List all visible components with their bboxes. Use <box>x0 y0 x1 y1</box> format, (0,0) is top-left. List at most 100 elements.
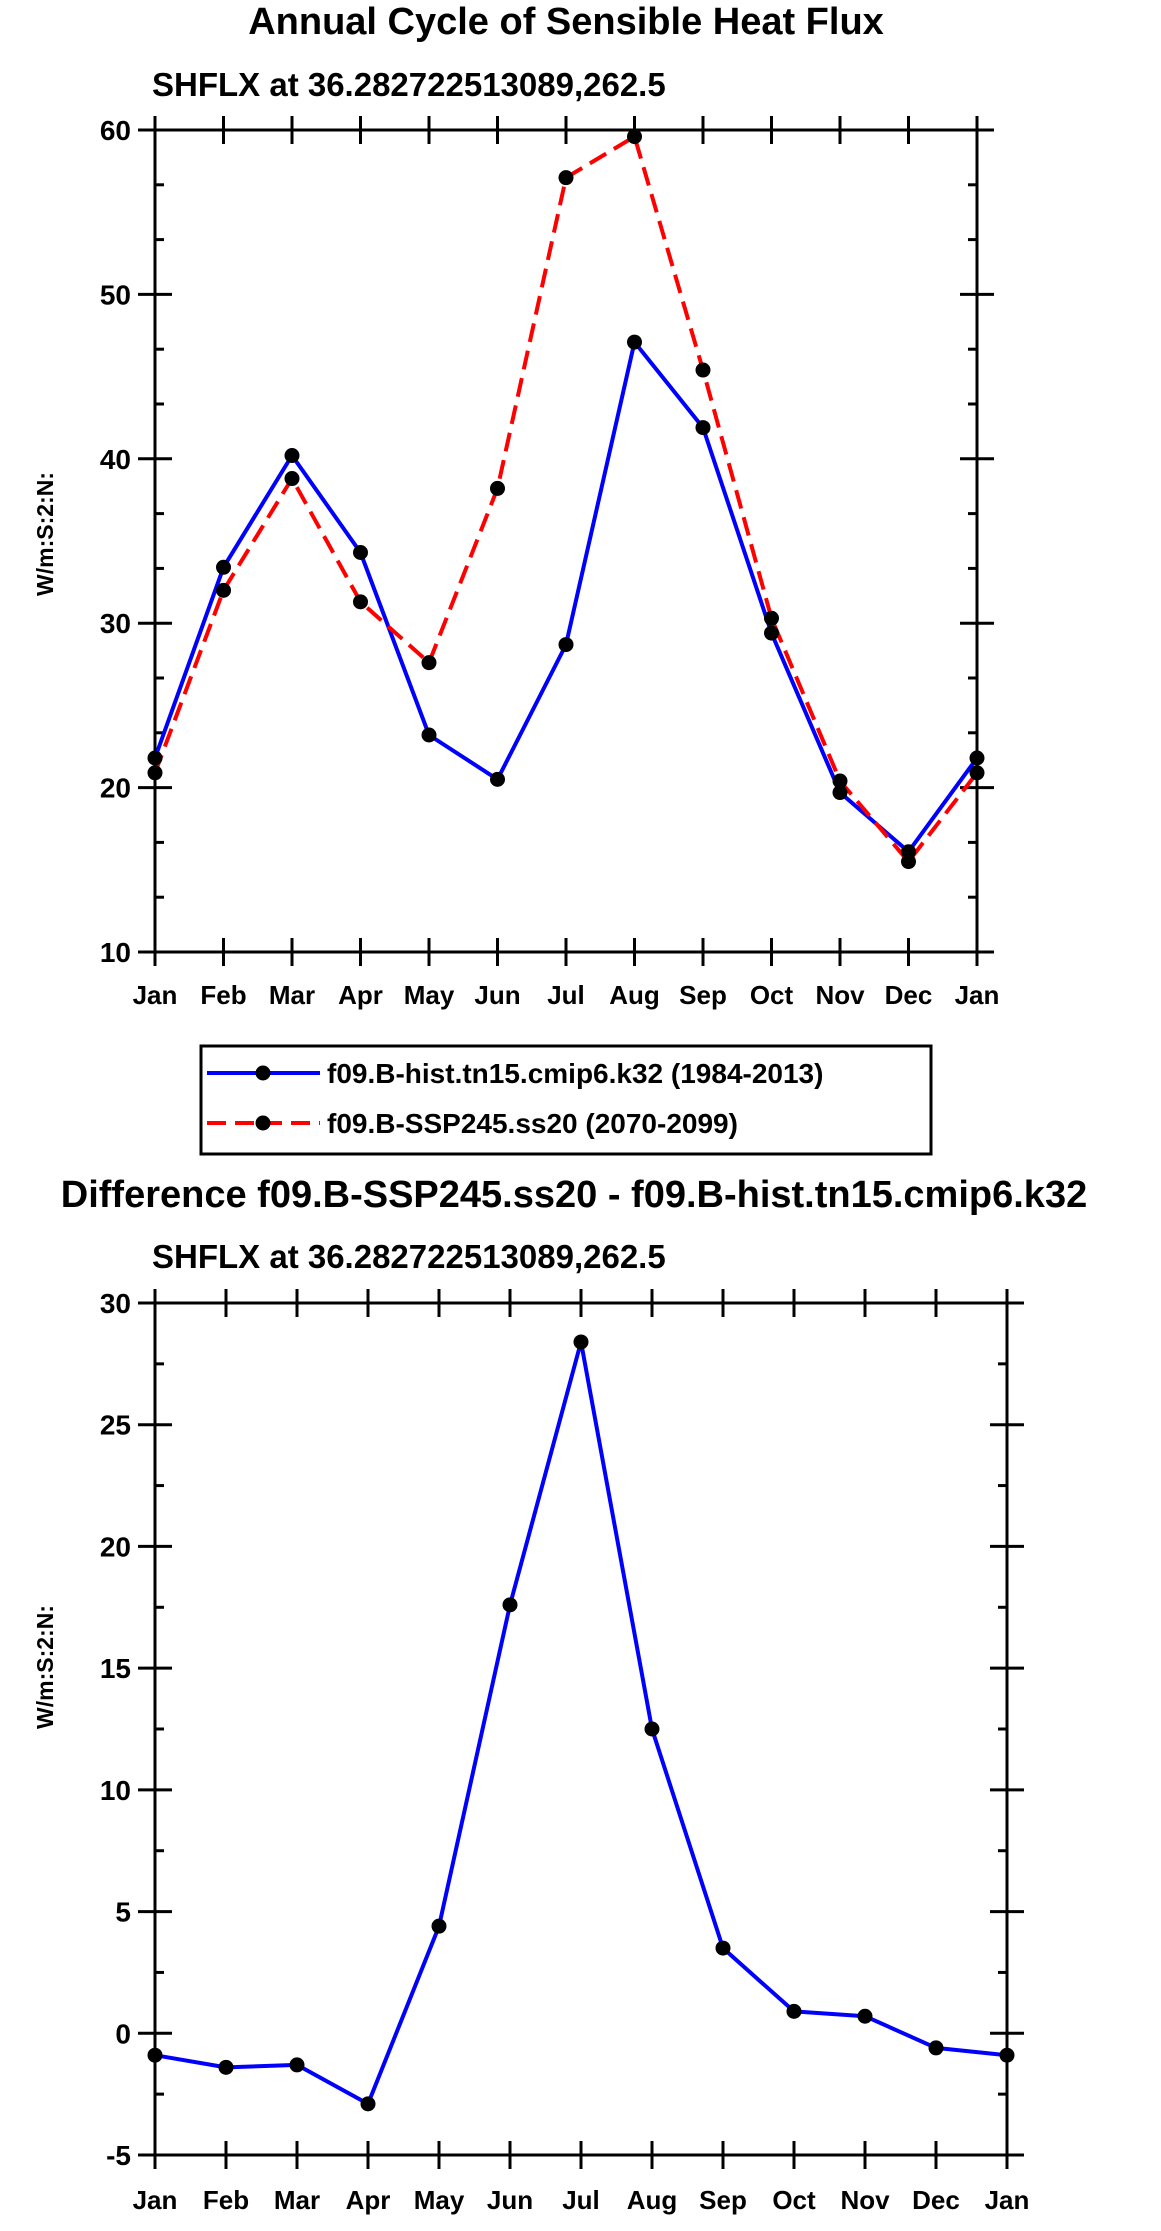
x-tick-label: Sep <box>699 2185 747 2215</box>
y-tick-label: 10 <box>100 937 131 968</box>
x-tick-label: Jul <box>547 980 585 1010</box>
legend-label-ssp: f09.B-SSP245.ss20 (2070-2099) <box>327 1108 738 1139</box>
data-point <box>431 1918 447 1934</box>
legend-label-hist: f09.B-hist.tn15.cmip6.k32 (1984-2013) <box>327 1058 823 1089</box>
data-point <box>284 471 300 487</box>
data-point <box>147 765 163 781</box>
data-point <box>218 2059 234 2075</box>
x-tick-label: Jun <box>487 2185 533 2215</box>
legend: f09.B-hist.tn15.cmip6.k32 (1984-2013) f0… <box>199 1044 933 1156</box>
series-lines <box>154 1339 1008 2106</box>
data-point <box>901 854 916 870</box>
x-tick-label: Dec <box>912 2185 960 2215</box>
legend-marker-hist <box>255 1065 271 1081</box>
data-point <box>421 727 437 743</box>
data-point <box>360 2096 376 2112</box>
chart-title: Annual Cycle of Sensible Heat Flux <box>248 1 884 43</box>
data-point <box>786 2003 802 2019</box>
x-tick-label: Jan <box>133 980 178 1010</box>
data-point <box>216 559 231 575</box>
data-point <box>764 610 779 626</box>
data-point <box>627 334 642 350</box>
x-tick-label: Oct <box>772 2185 816 2215</box>
y-tick-label: 50 <box>100 279 131 310</box>
y-tick-label: 0 <box>115 2018 131 2049</box>
x-tick-labels: Jan Feb Mar Apr May Jun Jul Aug Sep Oct Nov Dec Jan <box>133 980 1000 1010</box>
x-tick-label: Feb <box>203 2185 249 2215</box>
y-axis-label: W/m:S:2:N: <box>32 472 58 596</box>
axis-ticks <box>138 116 994 966</box>
series-line-primary <box>153 340 979 854</box>
x-tick-label: Apr <box>338 980 383 1010</box>
x-tick-label: Mar <box>274 2185 320 2215</box>
data-point <box>573 1334 589 1350</box>
y-tick-label: 20 <box>100 1531 131 1562</box>
legend-marker-ssp <box>255 1115 271 1131</box>
data-point <box>857 2008 873 2024</box>
x-tick-label: Nov <box>815 980 865 1010</box>
y-tick-label: 60 <box>100 115 131 146</box>
data-point <box>558 170 574 186</box>
data-point <box>695 420 711 436</box>
chart-subtitle: SHFLX at 36.282722513089,262.5 <box>152 1238 666 1275</box>
data-point <box>421 655 437 671</box>
y-tick-label: -5 <box>106 2140 131 2171</box>
y-axis-label: W/m:S:2:N: <box>32 1605 58 1729</box>
x-tick-label: Sep <box>679 980 727 1010</box>
x-tick-label: Nov <box>840 2185 890 2215</box>
data-point <box>969 750 985 766</box>
data-point <box>289 2057 305 2073</box>
plot-area <box>153 1301 1009 2157</box>
x-tick-label: May <box>414 2185 465 2215</box>
x-tick-label: Mar <box>269 980 315 1010</box>
annual-cycle-panel: Annual Cycle of Sensible Heat Flux SHFLX… <box>32 1 1000 1156</box>
data-point <box>715 1940 731 1956</box>
plot-area <box>153 128 979 954</box>
data-point <box>147 750 163 766</box>
data-point <box>147 2047 163 2063</box>
data-point <box>928 2040 944 2056</box>
x-tick-labels: Jan Feb Mar Apr May Jun Jul Aug Sep Oct Nov Dec Jan <box>133 2185 1030 2215</box>
data-point <box>969 765 985 781</box>
series-lines <box>153 134 979 864</box>
x-tick-label: Oct <box>750 980 794 1010</box>
data-point <box>764 625 779 641</box>
x-tick-label: Jan <box>955 980 1000 1010</box>
y-tick-label: 10 <box>100 1775 131 1806</box>
series-points <box>147 1334 1015 2112</box>
chart-title: Difference f09.B-SSP245.ss20 - f09.B-his… <box>61 1174 1087 1216</box>
data-point <box>695 362 711 378</box>
data-point <box>284 448 300 464</box>
x-tick-label: Dec <box>885 980 933 1010</box>
data-point <box>490 771 505 787</box>
x-tick-label: Jan <box>133 2185 178 2215</box>
series-line-secondary <box>153 134 979 864</box>
series-points <box>147 129 985 870</box>
data-point <box>832 773 848 789</box>
data-point <box>558 637 574 653</box>
y-tick-label: 25 <box>100 1410 131 1441</box>
axis-ticks <box>138 1289 1024 2169</box>
legend-box <box>199 1044 933 1156</box>
data-point <box>216 582 231 598</box>
x-tick-label: Aug <box>627 2185 678 2215</box>
x-tick-label: Feb <box>200 980 246 1010</box>
data-point <box>644 1721 660 1737</box>
data-point <box>627 129 642 145</box>
y-tick-label: 30 <box>100 608 131 639</box>
x-tick-label: May <box>404 980 455 1010</box>
x-tick-label: Jan <box>985 2185 1030 2215</box>
y-tick-label: 15 <box>100 1653 131 1684</box>
y-tick-label: 20 <box>100 773 131 804</box>
data-point <box>353 545 368 561</box>
y-tick-labels: -5 0 5 10 15 20 25 30 <box>100 1288 131 2171</box>
data-point <box>832 785 848 801</box>
series-line-primary <box>154 1339 1008 2106</box>
data-point <box>353 594 368 610</box>
chart-subtitle: SHFLX at 36.282722513089,262.5 <box>152 66 666 103</box>
x-tick-label: Aug <box>609 980 660 1010</box>
x-tick-label: Jul <box>562 2185 600 2215</box>
data-point <box>999 2047 1015 2063</box>
y-tick-label: 30 <box>100 1288 131 1319</box>
